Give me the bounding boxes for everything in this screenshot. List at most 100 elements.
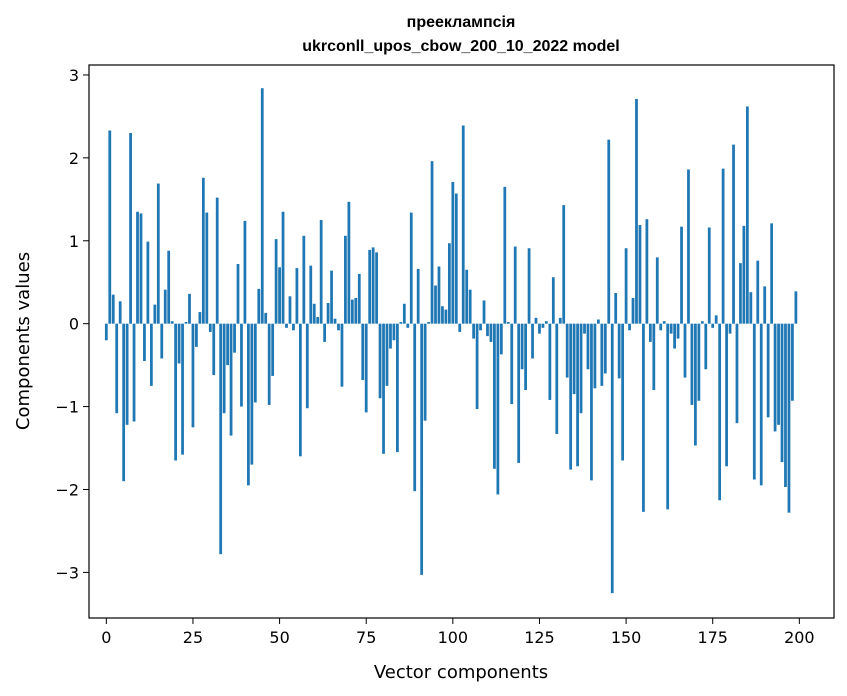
x-tick-label: 175 [697,628,728,647]
bar-86 [402,303,406,324]
bar-123 [531,323,534,359]
bar-164 [673,323,676,349]
bar-133 [565,323,569,378]
y-tick-label: −3 [55,563,79,582]
bar-62 [319,220,323,324]
bar-96 [437,266,441,324]
x-axis-label: Vector components [374,662,548,683]
bar-171 [697,323,701,401]
x-tick-label: 75 [356,628,376,647]
bar-151 [628,323,631,331]
bar-84 [396,323,399,453]
bar-102 [458,323,462,332]
bar-140 [590,323,593,481]
bar-90 [416,268,420,324]
bar-180 [728,323,732,334]
bar-99 [447,243,451,324]
bar-80 [382,323,385,454]
bar-160 [659,323,663,331]
bar-23 [184,322,188,324]
bar-186 [749,292,753,324]
y-tick-label: −1 [55,398,79,417]
y-axis-ticks: −3 −2 −1 0 1 2 3 [55,66,89,582]
bar-5 [122,323,126,482]
bar-45 [260,88,264,324]
bar-64 [326,302,330,324]
bar-53 [288,296,292,324]
bar-100 [451,181,455,324]
bar-178 [721,168,725,324]
bar-148 [617,323,621,379]
bar-181 [732,144,735,324]
bar-12 [146,241,150,324]
bar-187 [752,323,756,480]
bar-136 [576,323,579,467]
bar-120 [520,323,524,370]
bar-169 [690,323,694,405]
bar-103 [461,125,465,324]
bar-194 [777,323,780,425]
y-tick-label: −2 [55,480,79,499]
bar-134 [569,323,573,470]
bar-72 [354,297,358,324]
y-tick-label: 3 [69,66,79,85]
y-tick-label: 0 [69,315,79,334]
x-axis-ticks: 0 25 50 75 100 125 150 175 200 [101,618,815,647]
bar-197 [787,323,791,513]
bar-149 [621,323,625,461]
bar-173 [704,323,708,370]
bar-132 [562,205,566,324]
bar-40 [243,220,247,324]
bar-142 [596,319,600,324]
bar-68 [340,323,344,387]
bar-116 [506,322,510,324]
plot-frame [88,64,835,619]
bar-121 [524,323,527,390]
bar-0 [104,323,108,341]
bar-138 [583,323,586,334]
bar-162 [666,323,670,510]
bar-10 [139,213,143,324]
bar-63 [323,323,327,342]
bar-115 [503,186,507,324]
bar-195 [780,323,784,463]
bar-74 [361,323,365,381]
bar-42 [250,323,254,465]
bar-56 [298,323,302,457]
bar-3 [115,323,119,414]
bar-55 [295,268,299,324]
bar-37 [233,323,236,353]
bar-188 [756,260,760,324]
bar-150 [624,248,628,324]
bar-54 [292,323,295,331]
bar-165 [676,323,680,339]
bar-16 [160,323,164,359]
bar-122 [527,248,531,324]
bar-101 [454,193,458,324]
bar-58 [305,323,309,409]
bar-159 [655,257,659,324]
bar-95 [434,285,437,324]
y-axis-label: Components values [13,252,34,430]
bar-191 [766,323,770,418]
bar-135 [572,323,576,395]
bar-47 [267,323,271,405]
bar-153 [635,98,638,324]
x-tick-label: 50 [269,628,289,647]
bar-82 [389,323,392,349]
bar-48 [271,323,275,376]
bar-31 [212,323,216,376]
bar-13 [149,323,153,386]
bar-94 [430,161,434,324]
bar-93 [427,322,430,324]
bar-33 [219,323,223,555]
bar-49 [274,239,278,324]
bar-119 [517,323,521,463]
bar-141 [593,323,597,389]
chart-title-line-2: ukrconll_upos_cbow_200_10_2022 model [302,38,619,55]
bar-29 [205,212,209,324]
bar-152 [631,297,635,324]
bar-112 [493,323,496,469]
bar-131 [558,317,562,324]
bar-190 [763,286,767,324]
